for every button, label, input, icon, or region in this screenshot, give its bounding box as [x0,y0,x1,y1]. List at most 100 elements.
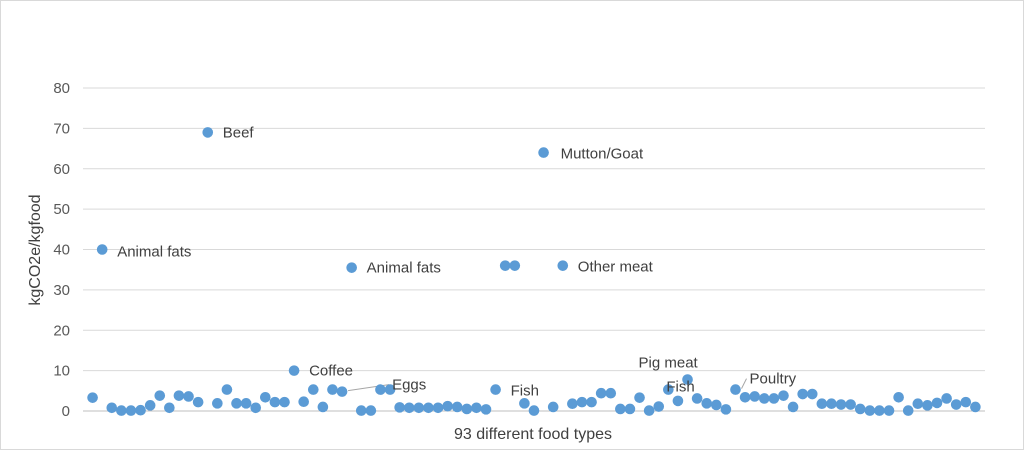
data-point [758,393,770,404]
data-point [499,260,511,271]
data-point [413,402,425,414]
data-point [173,390,185,401]
y-axis-ticks: 0 10 20 30 40 50 60 70 80 [53,80,70,420]
annotation-label: Coffee [309,363,353,380]
annotation-label: Animal fats [367,260,441,277]
data-point [384,384,396,395]
data-point [519,398,530,409]
data-point [854,403,866,415]
data-point [346,262,357,273]
data-point [893,391,904,403]
data-point [691,393,703,404]
data-point [922,400,933,411]
data-point [835,399,847,410]
data-point [672,395,684,407]
annotation-label: Poultry [750,371,797,388]
data-point [941,393,952,404]
x-axis-title: 93 different food types [454,426,612,443]
annotation-label: Beef [223,124,255,141]
y-tick-label: 60 [53,161,70,178]
data-point [576,396,588,408]
data-point [490,384,501,395]
y-tick-label: 40 [53,242,70,259]
data-point [701,398,713,409]
data-point [528,405,540,416]
data-point [586,396,597,408]
data-point [250,402,262,414]
data-point [106,402,118,414]
data-point [355,405,367,416]
data-point [432,402,444,414]
annotation-label: Pig meat [639,355,699,372]
annotation-label: Fish [666,379,694,396]
data-point [461,403,473,415]
annotation-label: Eggs [392,377,426,394]
data-point [125,405,137,416]
annotation-label: Other meat [578,259,654,276]
y-axis-title: kgCO2e/kgfood [27,194,44,305]
data-point [567,398,578,410]
annotation-label: Animal fats [117,244,191,261]
data-point [87,392,98,403]
y-tick-label: 10 [53,363,70,380]
data-point [403,402,415,414]
data-point [605,387,617,399]
data-point [653,401,665,412]
y-tick-label: 70 [53,120,70,137]
y-tick-label: 50 [53,201,70,218]
data-point [231,398,242,409]
data-point [144,400,156,411]
data-point [298,396,310,408]
data-point [336,386,348,397]
data-point [260,391,271,403]
data-point [749,391,761,402]
data-point [183,391,194,402]
data-point [509,260,521,271]
annotations: Animal fats Beef Coffee Animal fats Eggs Fish… [117,124,797,399]
data-point [778,390,789,401]
data-point [634,392,645,403]
data-point [663,384,674,395]
data-point [806,388,818,400]
data-point [624,403,636,415]
data-point [221,384,233,395]
data-point [826,398,837,410]
data-point [365,405,377,416]
data-point [557,260,569,271]
data-point [720,404,732,415]
data-point [547,401,559,413]
data-point [269,396,281,408]
data-point [787,401,799,413]
annotation-leader [741,378,747,389]
data-point [240,398,252,409]
data-point [768,393,780,404]
data-points [87,127,981,416]
data-point [471,402,482,414]
y-tick-label: 80 [53,80,70,97]
data-point [682,374,693,385]
data-point [375,384,386,395]
data-point [960,396,972,408]
data-point [538,147,549,158]
data-point [950,399,962,410]
data-point [643,405,655,416]
data-point [730,384,741,395]
data-point [442,400,453,412]
data-point [116,405,127,416]
data-point [423,402,434,414]
data-point [931,397,943,409]
data-point [912,398,924,410]
data-point [212,398,223,409]
data-point [615,403,626,415]
data-point [164,402,175,414]
y-tick-label: 0 [62,403,70,420]
annotation-label: Fish [511,383,539,400]
data-point [902,405,914,416]
data-point [154,390,166,401]
data-point [480,404,492,415]
data-point [864,405,876,416]
data-point [739,391,751,403]
data-point [451,401,463,413]
